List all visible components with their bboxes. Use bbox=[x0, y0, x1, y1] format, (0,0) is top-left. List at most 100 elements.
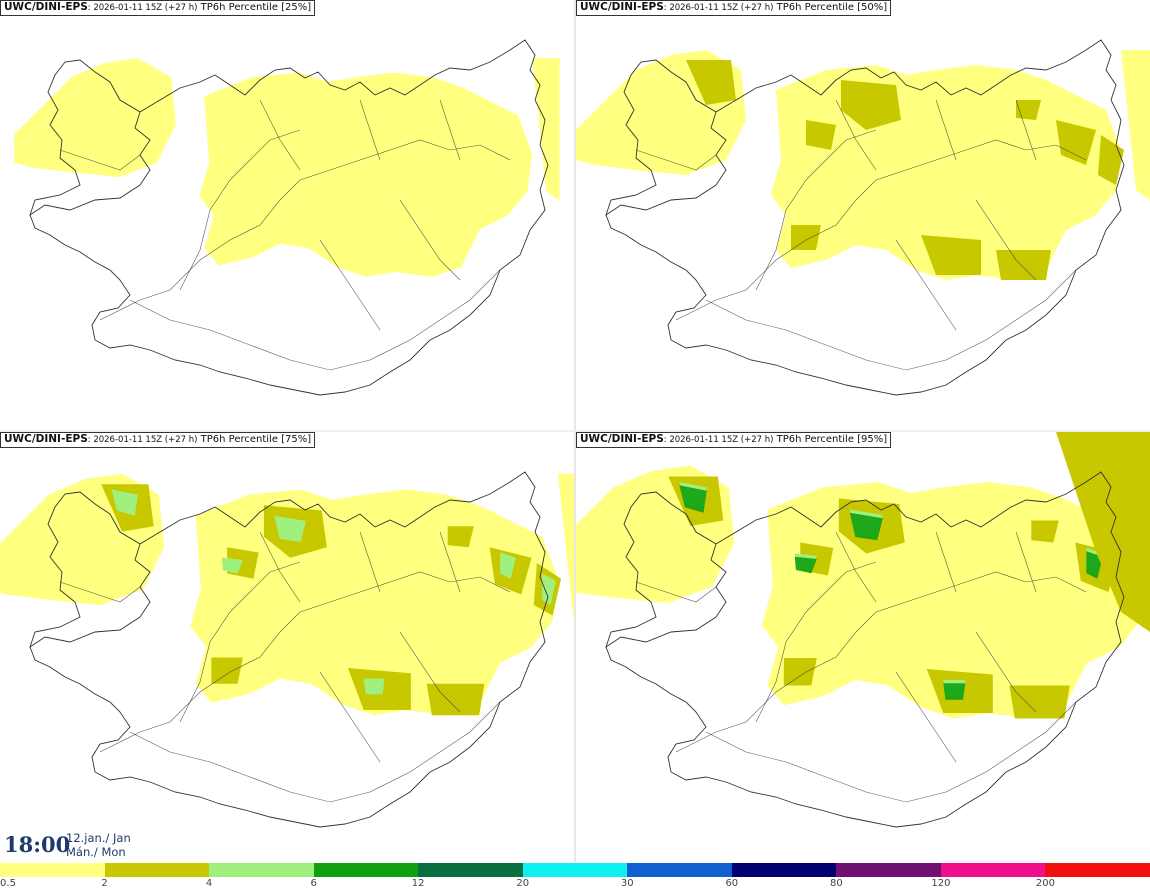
road-line bbox=[439, 99, 461, 161]
precip-area bbox=[500, 552, 516, 579]
precip-layer bbox=[0, 473, 574, 716]
precip-area bbox=[841, 80, 901, 130]
road-line bbox=[755, 129, 877, 291]
legend-label: 20 bbox=[516, 878, 530, 889]
coastline bbox=[605, 471, 1125, 828]
road-line bbox=[399, 199, 461, 281]
road-line bbox=[975, 631, 1037, 713]
panel-title: UWC/DINI-EPS: 2026-01-11 15Z (+27 h) TP6… bbox=[576, 432, 892, 448]
road-line bbox=[975, 199, 1037, 281]
road-line bbox=[439, 531, 461, 593]
product-name: TP6h Percentile [95%] bbox=[776, 434, 888, 445]
road-line bbox=[935, 531, 957, 593]
precip-area bbox=[679, 485, 707, 513]
road-line bbox=[705, 701, 1077, 803]
panel-title: UWC/DINI-EPS: 2026-01-11 15Z (+27 h) TP6… bbox=[0, 0, 316, 16]
precip-area bbox=[363, 678, 385, 695]
road-line bbox=[319, 671, 381, 763]
road-line bbox=[359, 531, 381, 593]
precip-area bbox=[849, 512, 883, 541]
road-line bbox=[129, 269, 501, 371]
road-line bbox=[59, 149, 141, 171]
valid-time-box: 18:00 12.jan./ Jan Mán./ Mon bbox=[0, 826, 140, 862]
road-line bbox=[755, 561, 877, 723]
legend-swatch bbox=[418, 863, 524, 877]
precip-map-p75 bbox=[0, 432, 574, 862]
precip-area bbox=[14, 58, 176, 178]
coastline bbox=[29, 471, 549, 828]
product-name: TP6h Percentile [25%] bbox=[200, 2, 312, 13]
run-info: : 2026-01-11 15Z (+27 h) bbox=[87, 435, 198, 445]
precip-area bbox=[1031, 520, 1059, 543]
color-legend: 0.5 2 4 6 12 20 30 60 80 120 200 bbox=[0, 862, 1150, 891]
precip-area bbox=[532, 58, 560, 201]
legend-swatch bbox=[940, 863, 1046, 877]
road-line bbox=[835, 99, 877, 171]
road-line bbox=[129, 701, 501, 803]
precip-area bbox=[791, 225, 821, 250]
valid-time: 18:00 bbox=[4, 832, 71, 857]
road-line bbox=[319, 239, 381, 331]
model-name: UWC/DINI-EPS bbox=[580, 433, 664, 445]
coastline bbox=[29, 39, 549, 396]
road-line bbox=[1015, 99, 1037, 161]
legend-label: 4 bbox=[205, 878, 213, 889]
road-line bbox=[635, 149, 717, 171]
precip-map-p50 bbox=[576, 0, 1150, 430]
precip-area bbox=[542, 573, 556, 605]
road-line bbox=[675, 571, 1087, 753]
panel-title: UWC/DINI-EPS: 2026-01-11 15Z (+27 h) TP6… bbox=[0, 432, 316, 448]
road-line bbox=[675, 139, 1087, 321]
precip-area bbox=[221, 557, 243, 574]
precip-area bbox=[557, 473, 574, 622]
legend-swatch bbox=[1045, 863, 1150, 877]
coastline bbox=[605, 39, 1125, 396]
precip-area bbox=[1056, 432, 1150, 632]
legend-swatch bbox=[627, 863, 733, 877]
legend-label: 30 bbox=[620, 878, 634, 889]
road-line bbox=[99, 571, 511, 753]
model-name: UWC/DINI-EPS bbox=[4, 1, 88, 13]
road-line bbox=[99, 139, 511, 321]
legend-label: 0.5 bbox=[0, 878, 16, 889]
road-line bbox=[399, 631, 461, 713]
precip-area bbox=[426, 683, 485, 716]
date-line: 12.jan./ Jan bbox=[66, 831, 131, 845]
legend-label: 2 bbox=[101, 878, 108, 889]
precip-area bbox=[1016, 100, 1041, 120]
legend-swatch bbox=[313, 863, 419, 877]
model-name: UWC/DINI-EPS bbox=[580, 1, 664, 13]
precip-area bbox=[274, 515, 306, 542]
precip-area bbox=[211, 657, 243, 684]
road-line bbox=[359, 99, 381, 161]
precip-area bbox=[1098, 135, 1124, 185]
road-line bbox=[705, 269, 1077, 371]
precip-layer bbox=[576, 50, 1150, 280]
valid-date: 12.jan./ Jan Mán./ Mon bbox=[66, 831, 131, 859]
legend-label: 6 bbox=[310, 878, 317, 889]
road-line bbox=[895, 671, 957, 763]
product-name: TP6h Percentile [75%] bbox=[200, 434, 312, 445]
road-line bbox=[59, 581, 141, 603]
road-line bbox=[835, 531, 877, 603]
precip-area bbox=[111, 489, 138, 516]
precip-area bbox=[1009, 685, 1070, 719]
precip-layer bbox=[14, 58, 560, 277]
precip-area bbox=[199, 72, 533, 277]
precip-area bbox=[783, 658, 817, 686]
precip-map-p25 bbox=[0, 0, 574, 430]
legend-label: 200 bbox=[1035, 878, 1055, 889]
weekday-line: Mán./ Mon bbox=[66, 845, 126, 859]
run-info: : 2026-01-11 15Z (+27 h) bbox=[663, 435, 774, 445]
road-line bbox=[179, 561, 301, 723]
panel-divider bbox=[0, 430, 1150, 432]
precip-map-p95 bbox=[576, 432, 1150, 862]
legend-swatch bbox=[836, 863, 942, 877]
precip-area bbox=[447, 526, 474, 548]
map-panel-p75: UWC/DINI-EPS: 2026-01-11 15Z (+27 h) TP6… bbox=[0, 432, 574, 862]
road-line bbox=[179, 129, 301, 291]
precip-area bbox=[1056, 120, 1096, 165]
legend-swatch bbox=[522, 863, 628, 877]
legend-swatch bbox=[104, 863, 210, 877]
precip-area bbox=[794, 556, 817, 574]
